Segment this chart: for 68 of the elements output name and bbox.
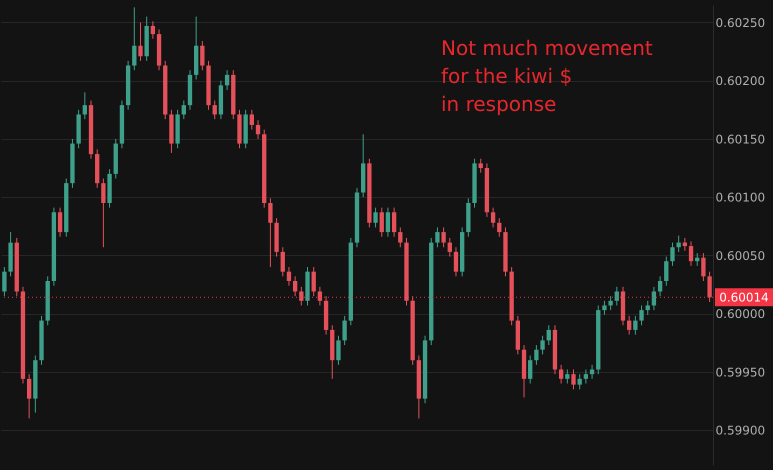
candlestick [224,70,230,91]
y-tick-label: 0.59900 [716,424,766,438]
candlestick [448,237,452,258]
y-tick-label: 0.60150 [716,132,766,146]
ref-line-label: 0.60014 [719,290,769,304]
candlestick [398,226,402,248]
candlestick [2,266,7,297]
candlestick [150,20,156,40]
candlestick [565,369,570,384]
annotation: Not much movement for the kiwi $ in response [441,36,653,116]
y-tick-label: 0.60100 [716,190,766,205]
candlestick [682,237,688,252]
candlestick [652,286,656,311]
candlestick [701,252,706,282]
candlestick [58,207,62,238]
candlestick [212,100,217,120]
candlestick [318,286,322,306]
candlestick [373,207,378,228]
candlestick [26,374,32,419]
candlestick [392,207,396,238]
candlestick [614,286,619,306]
y-tick-label: 0.60050 [716,248,766,263]
candlestick [250,109,254,130]
candlestick [664,256,668,286]
candlestick [627,315,632,336]
candlestick [639,304,644,326]
candlestick [571,369,576,390]
candlestick [546,324,551,346]
candlestick [534,344,539,366]
candlestick [268,198,273,268]
candlestick [497,218,502,238]
candlestick [584,369,588,384]
candlestick [670,242,675,266]
candlestick [578,374,582,390]
candlestick [441,226,446,248]
candlestick [200,40,205,71]
candlestick [299,286,304,306]
candlestick [658,276,662,297]
candlestick [676,235,681,252]
candlestick [336,335,341,366]
candlestick [435,226,440,248]
candlestick [478,158,483,174]
candlestick [528,355,532,384]
candlestick [82,92,87,120]
candlestick [707,271,712,302]
candlestick [342,315,347,346]
candlestick [386,207,390,238]
y-tick-label: 0.60000 [716,307,766,322]
candlestick [380,207,384,238]
candlestick [132,6,136,71]
candlestick [256,120,260,140]
candlestick [292,276,298,297]
y-tick-label: 0.60200 [716,74,766,88]
candlestick [454,246,458,277]
candlestick [633,315,638,336]
y-tick-label: 0.60250 [716,16,766,30]
candlestick [182,100,186,120]
candlestick [101,178,106,248]
y-tick-label: 0.59950 [716,365,766,380]
candlestick [490,207,496,228]
candlestick [286,266,292,286]
candlestick [280,246,285,277]
candlestick [695,252,700,266]
candlestick [608,296,613,311]
candlestick [312,266,316,297]
candlestick [558,364,564,384]
candlestick [646,300,650,316]
candlestick [688,240,694,266]
